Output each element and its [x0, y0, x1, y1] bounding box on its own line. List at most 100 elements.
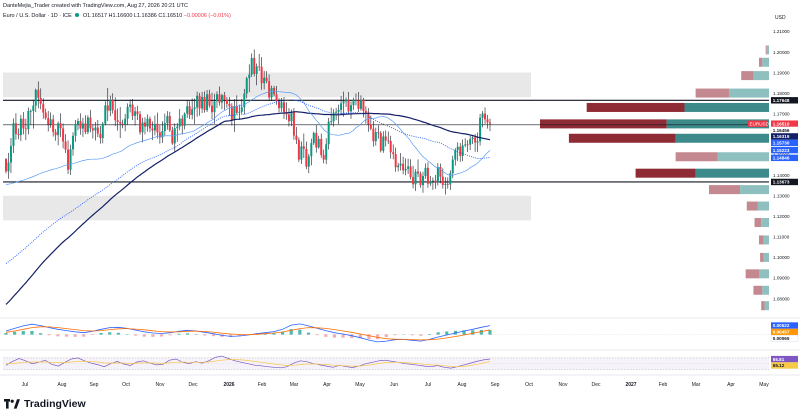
macd-histogram-bar [13, 331, 17, 335]
macd-histogram-bar [38, 333, 43, 335]
candle-body [444, 184, 447, 185]
candle-body [379, 132, 382, 151]
candle-body [258, 66, 261, 68]
volume-profile-up-bar [758, 269, 769, 279]
candle-body [471, 137, 474, 140]
supply-demand-zone [3, 195, 531, 221]
candle-body [203, 96, 206, 111]
candle-body [67, 149, 70, 170]
candle-body [119, 122, 122, 124]
macd-histogram-bar [64, 334, 69, 337]
candle-body [270, 87, 273, 98]
candle-body [230, 106, 233, 121]
price-axis-label-text: 0.00457 [773, 330, 790, 335]
candle-body [243, 93, 246, 108]
candle-body [362, 99, 365, 111]
macd-histogram-bar [315, 334, 319, 336]
candle-body [47, 118, 50, 125]
macd-histogram-bar [471, 330, 475, 335]
y-tick-label: 1.09000 [773, 276, 790, 281]
candle-body [459, 146, 462, 156]
candle-body [59, 123, 62, 129]
candle-body [109, 99, 112, 111]
sma-long-line [5, 111, 491, 305]
candle-body [104, 105, 107, 124]
volume-profile-down-bar [741, 71, 754, 81]
candle-body [305, 148, 308, 167]
price-axis-label-text: 1.16456 [773, 128, 790, 133]
candle-body [464, 144, 467, 146]
candle-body [27, 110, 30, 130]
candle-body [290, 111, 293, 122]
macd-histogram-bar [306, 332, 311, 335]
candle-body [409, 166, 412, 178]
symbol-title[interactable]: Euro / U.S. Dollar · 1D · ICE [3, 13, 72, 19]
candle-body [332, 112, 335, 122]
candle-body [7, 162, 10, 172]
candle-body [275, 94, 278, 102]
candle-body [424, 167, 427, 177]
candle-body [402, 163, 405, 171]
candle-body [171, 130, 174, 144]
candle-body [389, 140, 392, 153]
x-tick-label: Mar [692, 382, 701, 388]
price-axis-label-text: 65.81 [773, 357, 785, 362]
macd-histogram-bar [185, 333, 190, 335]
candle-body [384, 136, 387, 141]
price-axis-label-text: 1.15223 [773, 148, 790, 153]
volume-profile-up-bar [762, 57, 769, 67]
rsi-ma-line [5, 359, 491, 368]
price-axis-label-text: 1.17648 [773, 98, 790, 103]
y-tick-label: 1.18000 [773, 91, 790, 96]
macd-histogram-bar [410, 334, 414, 336]
candle-body [397, 165, 400, 168]
candle-body [129, 104, 132, 107]
candle-body [101, 123, 104, 139]
candle-body [168, 116, 171, 131]
candle-body [280, 102, 283, 109]
volume-profile-down-bar [695, 88, 729, 98]
candle-body [265, 77, 268, 82]
x-tick-label: Apr [323, 382, 331, 388]
volume-profile-up-bar [761, 217, 769, 227]
macd-histogram-bar [4, 332, 8, 335]
x-tick-label: Apr [727, 382, 735, 388]
candle-body [139, 114, 142, 133]
macd-histogram-bar [462, 330, 466, 335]
candle-body [86, 117, 89, 133]
candle-body [158, 132, 161, 138]
candle-body [407, 166, 410, 169]
candle-body [434, 180, 437, 183]
candle-body [268, 81, 271, 98]
x-tick-label: Jul [425, 382, 431, 388]
candle-body [64, 141, 67, 150]
macd-histogram-bar [99, 332, 103, 335]
volume-profile-down-bar [761, 301, 765, 311]
x-tick-label: Aug [58, 382, 67, 388]
supply-demand-zone [3, 72, 531, 98]
candle-body [54, 131, 57, 136]
candle-body [417, 171, 420, 174]
candle-body [238, 111, 241, 113]
macd-histogram-bar [56, 334, 60, 337]
candle-body [317, 138, 320, 148]
candle-body [367, 112, 370, 125]
candle-body [436, 167, 439, 183]
candle-body [225, 99, 228, 104]
candle-body [449, 173, 452, 185]
candle-body [359, 99, 362, 109]
market-status-dot [75, 13, 80, 17]
candle-body [382, 136, 385, 151]
candle-body [233, 106, 236, 121]
candle-body [484, 113, 487, 120]
macd-histogram-bar [332, 334, 337, 338]
price-axis-label [771, 322, 798, 329]
candle-body [253, 57, 256, 74]
volume-profile-down-bar [708, 185, 741, 195]
candle-body [126, 106, 129, 119]
price-axis-label [771, 154, 798, 162]
x-tick-label: Jul [22, 382, 28, 388]
candle-body [9, 145, 12, 163]
macd-histogram-bar [108, 332, 112, 335]
